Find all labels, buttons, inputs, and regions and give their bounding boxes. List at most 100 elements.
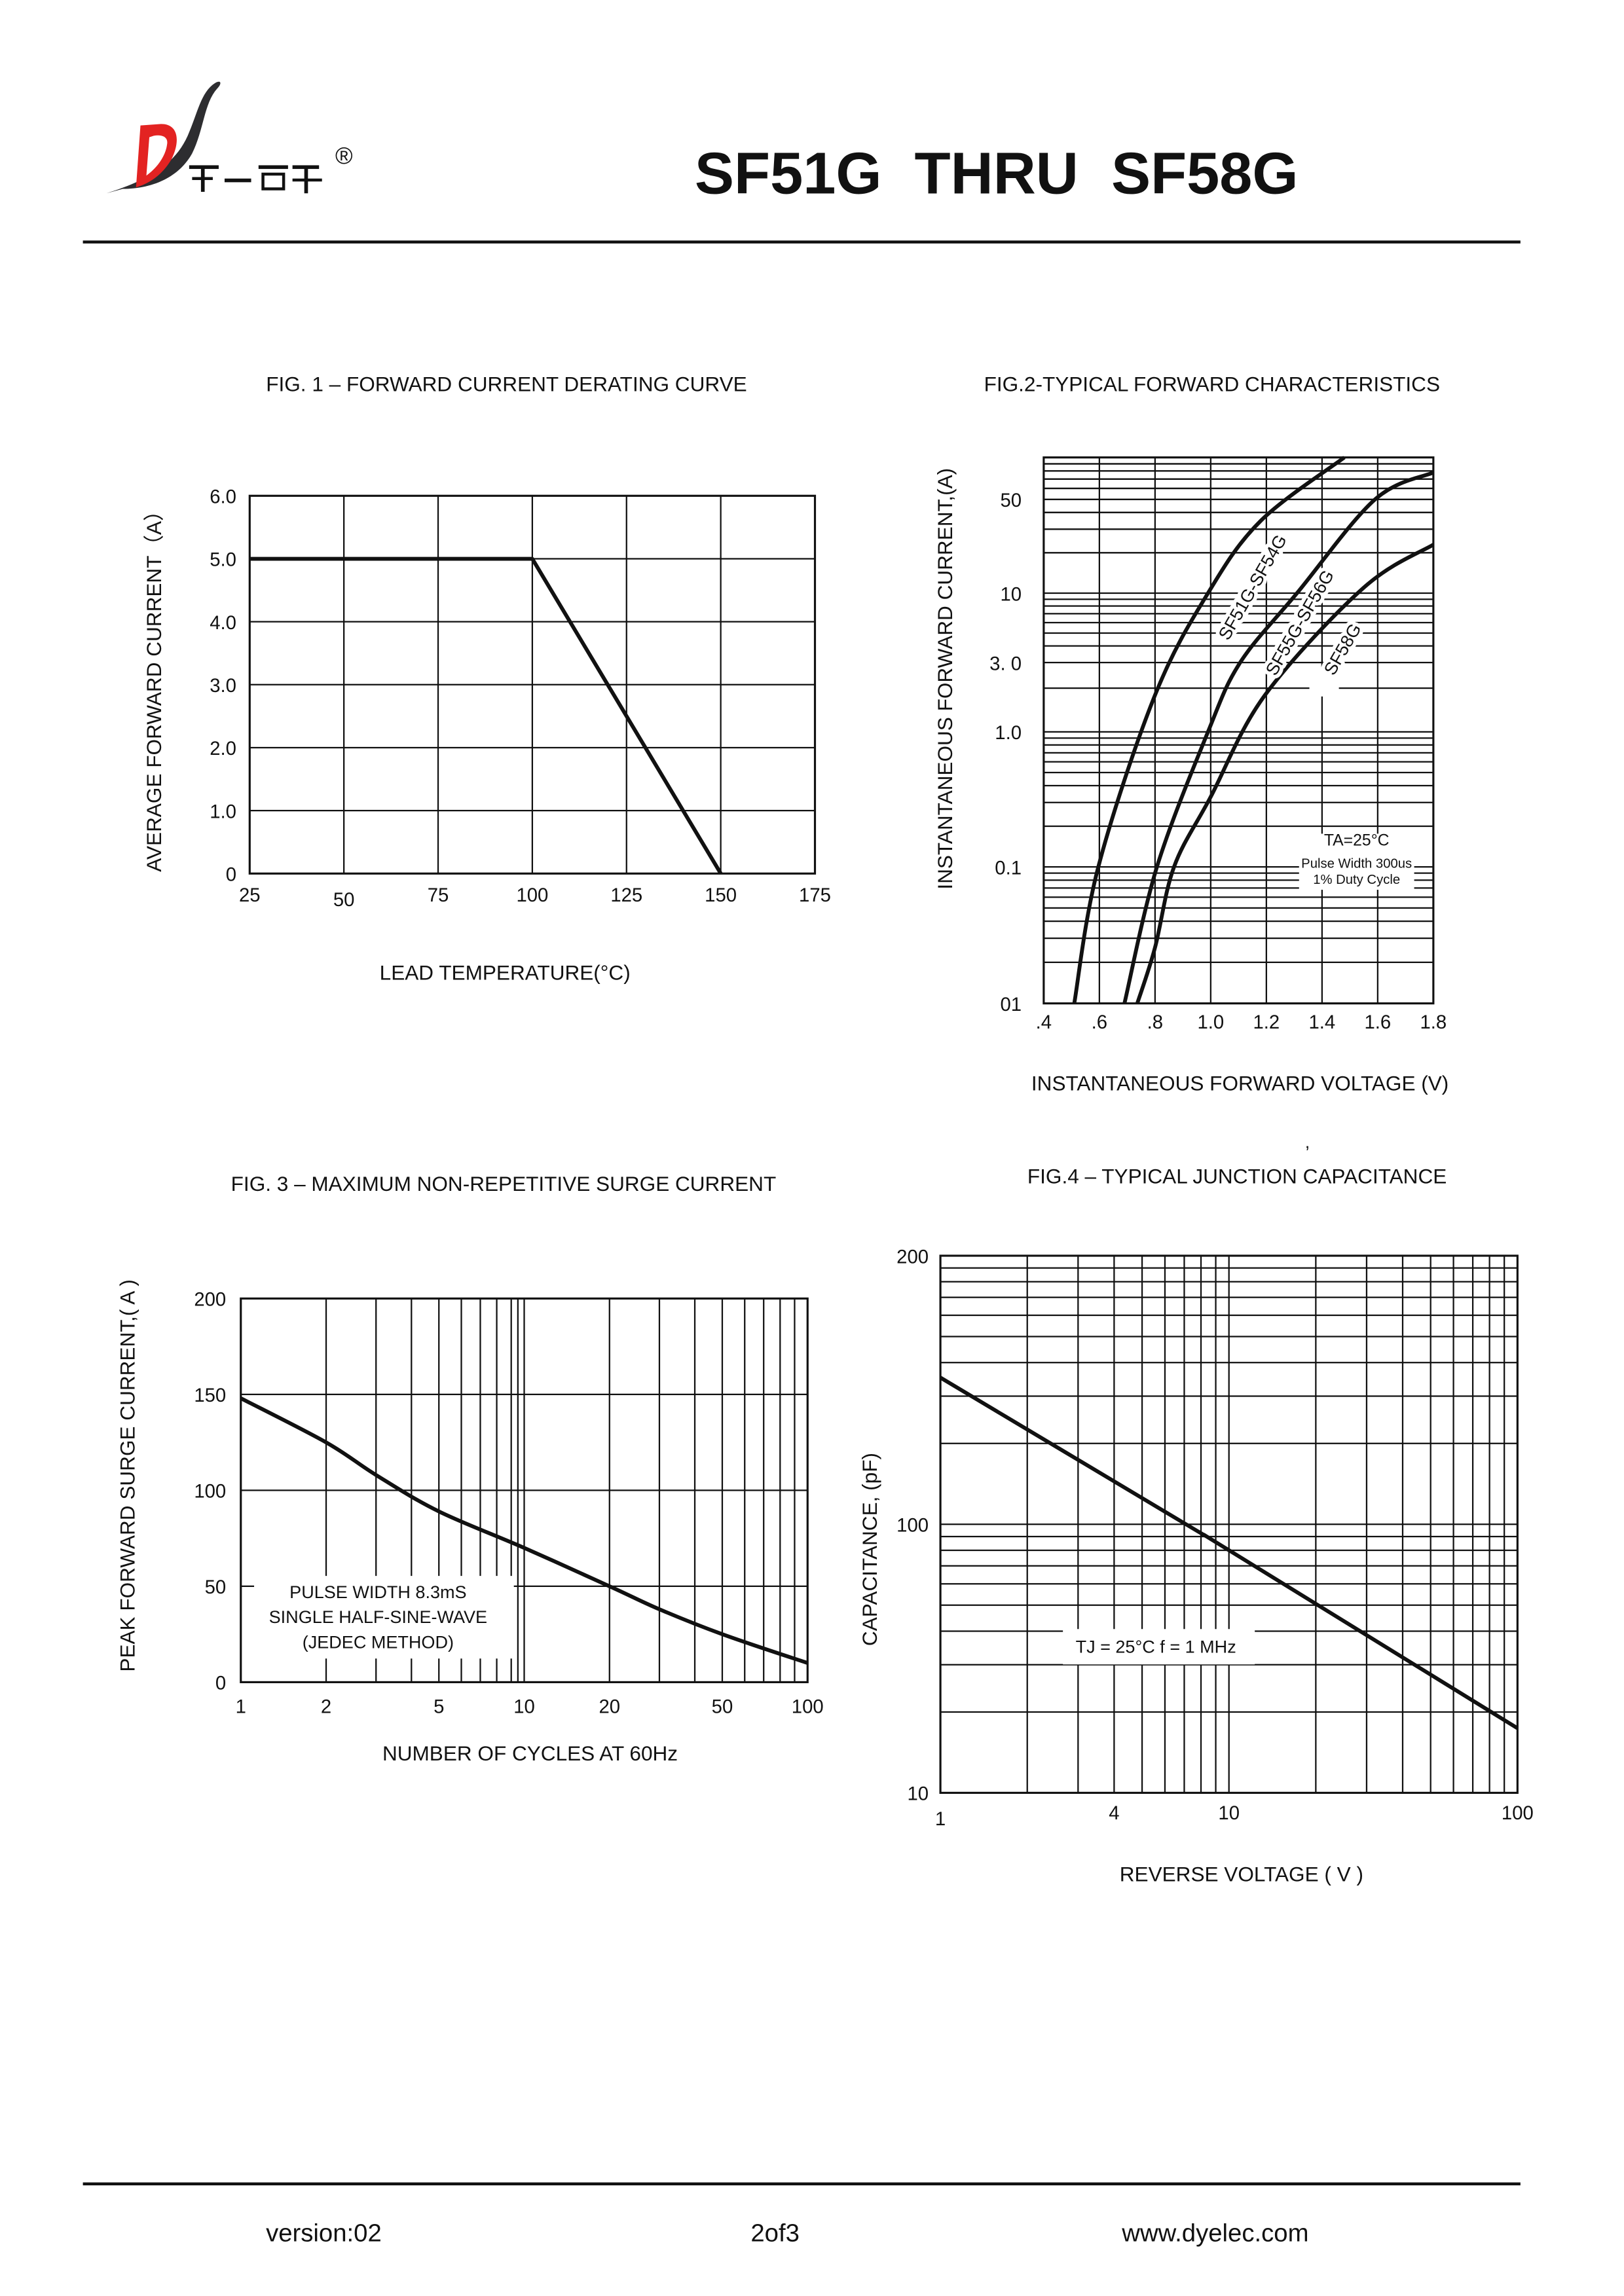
x-tick-label: 50 [712,1696,733,1718]
logo-swoosh [106,81,221,194]
y-tick-label: 10 [1000,583,1022,605]
annotation-text: TA=25°C [1324,831,1390,849]
plot-frame [240,1297,809,1683]
y-tick-label: 5.0 [210,549,236,571]
figure-title: FIG. 3 – MAXIMUM NON-REPETITIVE SURGE CU… [231,1172,777,1195]
page-title: SF51G THRU SF58G [695,140,1299,206]
logo-letter-d [136,124,177,188]
x-tick-label: 100 [516,884,548,906]
x-tick-label: 1 [236,1696,246,1718]
x-tick-label: 25 [239,884,261,906]
y-axis-title: INSTANTANEOUS FORWARD CURRENT,(A) [933,468,957,890]
x-tick-label: 150 [705,884,737,906]
y-axis-title: AVERAGE FORWARD CURRENT（A） [142,500,166,871]
x-tick-label: 5 [434,1696,444,1718]
y-tick-label: 3. 0 [989,653,1022,674]
annotation-text: SINGLE HALF-SINE-WAVE [269,1607,487,1627]
x-tick-label: 4 [1109,1802,1119,1824]
x-tick-label: 75 [428,884,449,906]
annotation-box [1299,833,1414,890]
x-tick-label: 10 [513,1696,535,1718]
grid-lines [940,1256,1518,1793]
x-tick-label: 20 [599,1696,620,1718]
fig2-forward-characteristics-chart: FIG.2-TYPICAL FORWARD CHARACTERISTICS INS… [933,372,1449,1095]
y-tick-label: 4.0 [210,612,236,634]
y-tick-label: 150 [194,1385,226,1406]
y-tick-label: 100 [194,1481,226,1503]
x-tick-label: .8 [1147,1011,1163,1033]
series-label: SF51G-SF54G [1215,531,1291,643]
x-tick-label: 1.6 [1365,1011,1392,1033]
x-tick-label: .4 [1036,1011,1052,1033]
y-tick-label: 0 [226,864,236,886]
x-tick-label: 1.8 [1420,1011,1447,1033]
logo-chinese-text [189,165,322,194]
footer-website[interactable]: www.dyelec.com [1121,2219,1308,2248]
x-tick-label: 100 [1502,1802,1534,1824]
x-tick-label: 1 [935,1808,946,1830]
x-axis-title: REVERSE VOLTAGE ( V ) [1120,1863,1363,1886]
y-tick-label: 3.0 [210,675,236,697]
y-tick-label: 10 [907,1783,929,1805]
y-tick-label: 200 [896,1246,929,1267]
y-tick-label: 0.1 [995,857,1022,879]
x-axis-title: NUMBER OF CYCLES AT 60Hz [382,1741,678,1765]
annotation-text: Pulse Width 300us [1301,856,1412,871]
footer-page-number: 2of3 [750,2219,800,2248]
x-tick-label: 50 [333,889,355,911]
footer-version: version:02 [266,2219,382,2248]
company-logo: ® [106,81,353,194]
figure-title: FIG.4 – TYPICAL JUNCTION CAPACITANCE [1027,1165,1447,1188]
annotation-text: TJ = 25°C f = 1 MHz [1076,1637,1236,1656]
x-tick-label: 2 [321,1696,331,1718]
series-line-3 [1135,543,1435,1004]
fig1-derating-chart: FIG. 1 – FORWARD CURRENT DERATING CURVE L… [142,372,831,984]
x-axis-title: INSTANTANEOUS FORWARD VOLTAGE (V) [1031,1072,1449,1095]
figure-title: FIG.2-TYPICAL FORWARD CHARACTERISTICS [984,372,1440,395]
grid-lines [1043,457,1433,1004]
y-tick-label: 100 [896,1515,929,1537]
plot-frame [939,1254,1519,1795]
annotation-text: 1% Duty Cycle [1313,873,1400,887]
y-tick-label: 6.0 [210,486,236,508]
x-tick-label: 175 [799,884,831,906]
grid-lines [249,496,815,874]
series-line-2 [1122,470,1435,1004]
x-axis-title: LEAD TEMPERATURE(°C) [380,961,631,985]
x-tick-label: 125 [610,884,642,906]
x-tick-label: .6 [1092,1011,1107,1033]
y-tick-label: 50 [205,1576,227,1598]
y-tick-label: 200 [194,1289,226,1311]
series-line-1 [249,556,723,875]
fig3-surge-current-chart: FIG. 3 – MAXIMUM NON-REPETITIVE SURGE CU… [115,1172,823,1765]
y-tick-label: 0 [215,1673,226,1694]
figure-title: FIG. 1 – FORWARD CURRENT DERATING CURVE [266,372,747,395]
x-tick-label: 100 [792,1696,824,1718]
annotation-box [254,1576,514,1659]
stray-mark: , [1305,1133,1310,1152]
series-label: SF58G [1320,620,1365,678]
series-line-1 [939,1376,1519,1730]
x-tick-label: 1.2 [1253,1011,1280,1033]
x-tick-label: 10 [1218,1802,1240,1824]
label-whiteout [1309,666,1339,697]
plot-frame [248,494,817,875]
x-tick-label: 1.4 [1309,1011,1336,1033]
annotation-box [1063,1629,1255,1665]
x-tick-label: 1.0 [1197,1011,1224,1033]
y-tick-label: 1.0 [995,722,1022,744]
fig4-junction-capacitance-chart: FIG.4 – TYPICAL JUNCTION CAPACITANCE REVE… [858,1165,1534,1886]
series-line-1 [240,1396,809,1665]
plot-frame [1043,456,1435,1005]
annotation-text: (JEDEC METHOD) [303,1633,454,1652]
series-line-1 [1072,456,1346,1004]
y-tick-label: 01 [1000,994,1022,1015]
y-tick-label: 1.0 [210,801,236,822]
y-axis-title: PEAK FORWARD SURGE CURRENT,( A ) [115,1279,139,1671]
y-tick-label: 50 [1000,490,1022,511]
y-tick-label: 2.0 [210,738,236,759]
y-axis-title: CAPACITANCE, (pF) [858,1453,881,1646]
annotation-text: PULSE WIDTH 8.3mS [289,1582,466,1602]
registered-mark: ® [335,142,353,169]
